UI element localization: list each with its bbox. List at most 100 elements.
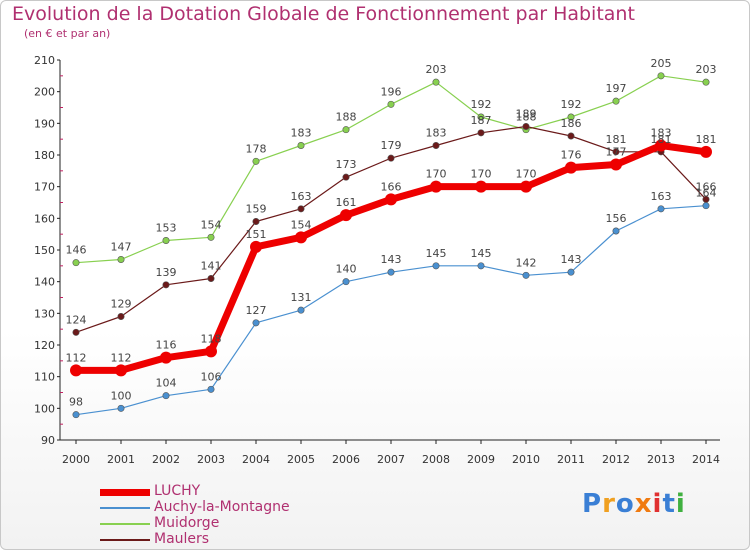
point-muidorge <box>657 72 665 80</box>
point-luchy <box>475 180 487 193</box>
data-label-luchy: 116 <box>156 339 177 352</box>
point-muidorge <box>342 126 350 134</box>
y-tick-label: 210 <box>34 54 55 67</box>
y-tick-label: 140 <box>34 276 55 289</box>
data-label-auchy-la-montagne: 145 <box>471 247 492 260</box>
point-muidorge <box>387 100 395 108</box>
x-tick-label: 2008 <box>422 453 450 466</box>
data-label-auchy-la-montagne: 143 <box>381 253 402 266</box>
point-auchy-la-montagne <box>432 262 440 270</box>
point-auchy-la-montagne <box>567 268 575 276</box>
y-tick-label: 180 <box>34 149 55 162</box>
x-tick-label: 2001 <box>107 453 135 466</box>
point-luchy <box>295 231 307 244</box>
legend-label: Auchy-la-Montagne <box>154 499 290 515</box>
data-label-muidorge: 188 <box>336 111 357 124</box>
data-label-auchy-la-montagne: 142 <box>516 256 537 269</box>
data-label-auchy-la-montagne: 156 <box>606 212 627 225</box>
y-tick-label: 100 <box>34 402 55 415</box>
point-luchy <box>340 209 352 222</box>
point-maulers <box>387 154 395 162</box>
point-maulers <box>612 148 620 156</box>
point-luchy <box>250 240 262 253</box>
legend-swatch <box>100 539 150 541</box>
point-luchy <box>385 193 397 206</box>
data-label-luchy: 177 <box>606 146 627 159</box>
data-label-muidorge: 205 <box>651 57 672 70</box>
point-auchy-la-montagne <box>657 205 665 213</box>
chart-subtitle: (en € et par an) <box>24 27 111 40</box>
point-maulers <box>477 129 485 137</box>
data-label-muidorge: 203 <box>696 63 717 76</box>
data-label-luchy: 112 <box>111 351 132 364</box>
data-label-auchy-la-montagne: 127 <box>246 304 267 317</box>
point-luchy <box>700 145 712 158</box>
data-label-auchy-la-montagne: 140 <box>336 263 357 276</box>
point-auchy-la-montagne <box>297 306 305 314</box>
data-label-luchy: 151 <box>246 228 267 241</box>
x-tick-label: 2013 <box>647 453 675 466</box>
point-maulers <box>432 142 440 150</box>
legend-item-auchy-la-montagne: Auchy-la-Montagne <box>100 500 360 516</box>
point-maulers <box>162 281 170 289</box>
y-tick-label: 190 <box>34 117 55 130</box>
point-auchy-la-montagne <box>702 202 710 210</box>
data-label-luchy: 170 <box>426 168 447 181</box>
point-luchy <box>610 158 622 171</box>
data-label-muidorge: 146 <box>66 244 87 257</box>
data-label-auchy-la-montagne: 100 <box>111 389 132 402</box>
point-luchy <box>115 364 127 377</box>
data-label-maulers: 163 <box>291 190 312 203</box>
data-label-muidorge: 153 <box>156 222 177 235</box>
data-label-auchy-la-montagne: 143 <box>561 253 582 266</box>
x-tick-label: 2005 <box>287 453 315 466</box>
data-label-maulers: 129 <box>111 298 132 311</box>
point-maulers <box>117 312 125 320</box>
x-tick-label: 2010 <box>512 453 540 466</box>
y-tick-label: 110 <box>34 371 55 384</box>
data-label-muidorge: 183 <box>291 127 312 140</box>
data-label-maulers: 187 <box>471 114 492 127</box>
data-label-luchy: 170 <box>471 168 492 181</box>
point-muidorge <box>567 113 575 121</box>
series-layer <box>70 72 712 419</box>
data-label-muidorge: 196 <box>381 85 402 98</box>
point-luchy <box>520 180 532 193</box>
data-label-luchy: 112 <box>66 351 87 364</box>
legend-item-muidorge: Muidorge <box>100 516 360 532</box>
data-label-auchy-la-montagne: 164 <box>696 187 717 200</box>
legend-item-maulers: Maulers <box>100 532 360 548</box>
data-label-muidorge: 192 <box>471 98 492 111</box>
legend-swatch <box>100 507 150 509</box>
point-maulers <box>567 132 575 140</box>
x-tick-label: 2003 <box>197 453 225 466</box>
logo-letter: P <box>582 489 603 519</box>
legend-label: Muidorge <box>154 515 220 531</box>
point-muidorge <box>162 237 170 245</box>
point-luchy <box>430 180 442 193</box>
point-luchy <box>655 139 667 152</box>
data-label-maulers: 186 <box>561 117 582 130</box>
legend-swatch <box>100 523 150 525</box>
x-tick-label: 2007 <box>377 453 405 466</box>
x-tick-label: 2004 <box>242 453 270 466</box>
x-tick-label: 2011 <box>557 453 585 466</box>
legend-swatch <box>100 489 150 496</box>
point-auchy-la-montagne <box>117 404 125 412</box>
data-label-luchy: 161 <box>336 196 357 209</box>
y-tick-label: 170 <box>34 181 55 194</box>
data-label-maulers: 189 <box>516 108 537 121</box>
data-label-luchy: 183 <box>651 127 672 140</box>
y-tick-label: 130 <box>34 307 55 320</box>
x-tick-label: 2012 <box>602 453 630 466</box>
data-label-luchy: 154 <box>291 218 312 231</box>
data-label-muidorge: 197 <box>606 82 627 95</box>
data-label-maulers: 183 <box>426 127 447 140</box>
y-tick-label: 160 <box>34 212 55 225</box>
point-luchy <box>160 351 172 364</box>
point-maulers <box>297 205 305 213</box>
point-auchy-la-montagne <box>342 278 350 286</box>
data-label-maulers: 181 <box>651 133 672 146</box>
axes: 90 100 110 120 130 140 150 160 170 180 190 200 210 20… <box>34 54 720 466</box>
point-auchy-la-montagne <box>72 411 80 419</box>
